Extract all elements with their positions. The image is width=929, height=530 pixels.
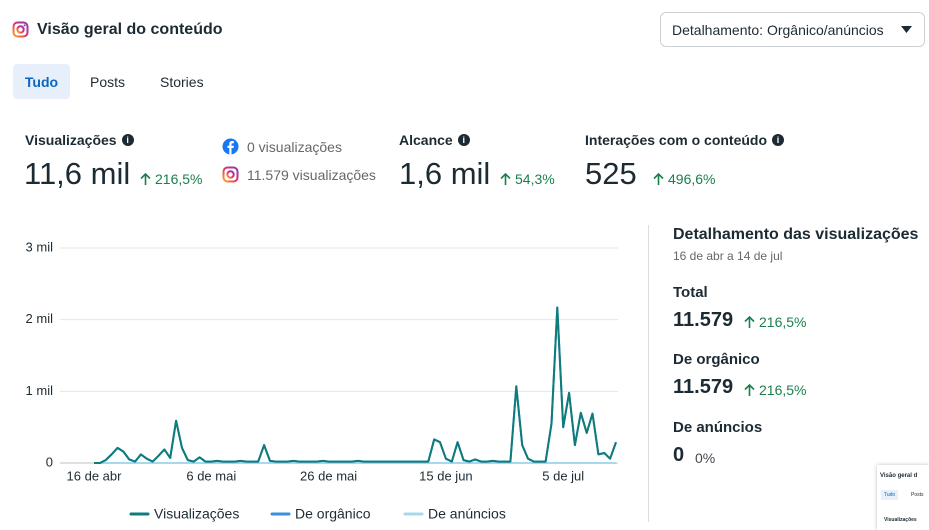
y-tick-label: 1 mil [26, 383, 54, 398]
item-change: 0% [695, 450, 716, 466]
change-text: 216,5% [759, 382, 807, 398]
dropdown-label: Detalhamento: Orgânico/anúncios [672, 21, 884, 38]
series-line [94, 306, 617, 464]
page-title: Visão geral do conteúdo [37, 21, 223, 38]
x-tick-label: 26 de mai [300, 468, 357, 483]
metric-label: Interações com o conteúdo i [585, 132, 785, 148]
source-text: 11.579 visualizações [247, 166, 376, 183]
facebook-icon [222, 138, 239, 155]
change-text: 216,5% [759, 314, 807, 330]
info-icon[interactable]: i [121, 134, 134, 146]
legend-label: De anúncios [428, 506, 506, 522]
line-chart: 0 1 mil 2 mil 3 mil 16 de abr 6 de mai 26 de m… [26, 239, 618, 522]
tab[interactable]: Posts [90, 74, 126, 90]
x-tick-label: 5 de jul [542, 468, 584, 483]
metric-value: 1,6 mil [399, 156, 491, 191]
up-arrow [744, 384, 755, 396]
divider [648, 225, 649, 522]
info-icon[interactable]: i [772, 134, 785, 146]
up-arrow [500, 173, 511, 185]
metric-change: 216,5% [140, 171, 202, 187]
item-label: Total [673, 284, 708, 301]
item-change: 216,5% [744, 314, 806, 330]
panel-period: 16 de abr a 14 de jul [673, 249, 783, 263]
item-change: 216,5% [744, 382, 806, 398]
instagram-icon [222, 166, 239, 183]
thumbnail[interactable]: Visão geral d Tudo Posts Visualizações [877, 465, 929, 530]
metric-change: 496,6% [653, 171, 715, 187]
source-row: 0 visualizações [222, 138, 342, 155]
change-text: 54,3% [515, 171, 555, 187]
metric-label: Alcance i [399, 132, 470, 148]
source-row: 11.579 visualizações [222, 166, 376, 183]
change-text: 496,6% [668, 171, 716, 187]
tab-active[interactable]: Tudo [13, 64, 70, 99]
info-icon[interactable]: i [457, 134, 470, 146]
source-text: 0 visualizações [247, 138, 342, 155]
change-text: 216,5% [155, 171, 203, 187]
thumb-tab: Posts [911, 492, 924, 498]
tab[interactable]: Stories [160, 74, 204, 90]
item-value: 0 [673, 444, 685, 466]
y-tick-label: 0 [46, 454, 53, 469]
breakdown-dropdown[interactable]: Detalhamento: Orgânico/anúncios [660, 12, 925, 47]
up-arrow [744, 316, 755, 328]
legend-label: Visualizações [154, 506, 239, 522]
label-text: Visualizações [25, 132, 117, 148]
instagram-icon [12, 21, 29, 38]
thumb-title: Visão geral d [880, 473, 918, 479]
legend-label: De orgânico [295, 506, 371, 522]
up-arrow [140, 173, 151, 185]
metric-label: Visualizações i [25, 132, 134, 148]
label-text: Alcance [399, 132, 453, 148]
caret [901, 26, 912, 33]
x-tick-label: 6 de mai [186, 468, 236, 483]
item-label: De anúncios [673, 419, 763, 436]
up-arrow [653, 173, 664, 185]
metric-value: 11,6 mil [24, 156, 131, 191]
item-label: De orgânico [673, 351, 760, 368]
x-tick-label: 16 de abr [67, 468, 123, 483]
y-tick-label: 3 mil [26, 239, 54, 254]
metric-value: 525 [585, 156, 637, 191]
x-tick-label: 15 de jun [419, 468, 473, 483]
thumb-tab: Tudo [881, 490, 899, 500]
metric-change: 54,3% [500, 171, 555, 187]
y-tick-label: 2 mil [26, 311, 54, 326]
label-text: Interações com o conteúdo [585, 132, 768, 148]
thumb-metric: Visualizações [884, 517, 917, 523]
panel-title: Detalhamento das visualizações [673, 226, 919, 243]
item-value: 11.579 [673, 309, 734, 331]
item-value: 11.579 [673, 376, 734, 398]
